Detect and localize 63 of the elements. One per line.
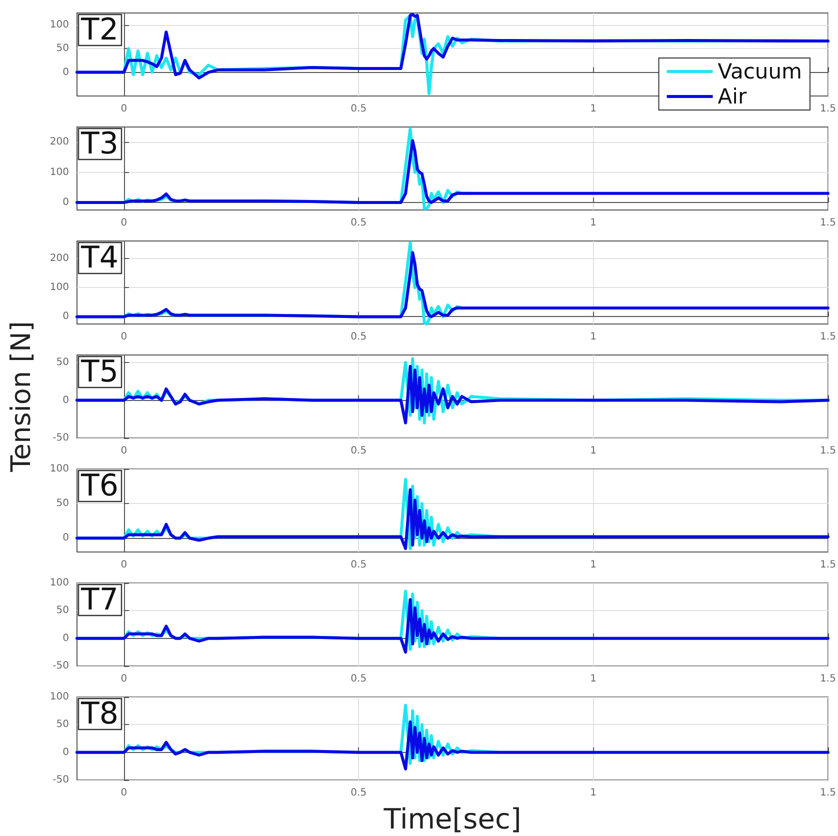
x-tick-label: 0 [120,674,128,684]
x-tick-label: 0.5 [350,218,367,228]
chart-title: T2 [80,12,118,48]
y-tick-label: 50 [56,605,69,616]
y-tick-label: -50 [52,774,69,786]
y-tick-label: 50 [56,498,69,510]
x-tick-label: 1.5 [820,332,836,342]
x-tick-label: 1 [590,332,596,342]
x-axis-title: Time[sec] [382,802,522,836]
y-tick-label: 100 [50,166,69,178]
x-tick-label: 0 [120,446,128,456]
y-tick-label: 100 [50,692,69,702]
x-tick-label: 0 [120,332,128,342]
legend-label: Vacuum [718,60,802,84]
y-tick-label: 50 [56,357,69,368]
x-tick-label: 0.5 [350,674,367,684]
y-tick-label: -50 [52,660,69,672]
x-tick-label: 1.5 [820,560,836,570]
x-tick-label: 0 [120,788,128,798]
x-tick-label: 1.5 [820,788,836,798]
chart-title: T3 [80,126,118,162]
x-tick-label: 0 [120,218,128,228]
x-tick-label: 1 [590,674,596,684]
chart-title: T4 [80,240,118,276]
y-tick-label: 100 [50,19,69,30]
x-tick-label: 1 [590,218,596,228]
y-tick-label: 50 [56,719,69,730]
x-tick-label: 1 [590,560,596,570]
y-tick-label: 0 [62,746,69,758]
x-tick-label: 1 [590,104,596,114]
y-tick-label: 0 [62,196,69,208]
x-tick-label: 0 [120,104,128,114]
x-tick-label: 1.5 [820,446,836,456]
y-tick-label: 100 [50,464,69,474]
x-tick-label: 1.5 [820,674,836,684]
y-tick-label: 50 [56,43,69,54]
x-tick-label: 0.5 [350,560,367,570]
x-tick-label: 0.5 [350,104,367,114]
x-tick-label: 1 [590,788,596,798]
y-tick-label: 200 [50,136,69,148]
chart-title: T5 [80,354,118,390]
chart-title: T8 [80,696,118,732]
y-axis-title: Tension [N] [6,321,37,473]
y-tick-label: 0 [62,394,69,406]
chart-title: T6 [80,468,118,504]
y-tick-label: 0 [62,311,69,322]
x-tick-label: 0.5 [350,446,367,456]
x-tick-label: 1 [590,446,596,456]
y-tick-label: 100 [50,282,69,294]
y-tick-label: 0 [62,632,69,644]
y-tick-label: 0 [62,532,69,544]
y-tick-label: -50 [52,432,69,444]
legend-label: Air [718,84,747,108]
x-tick-label: 0.5 [350,332,367,342]
x-tick-label: 1.5 [820,218,836,228]
line-series [76,12,830,80]
y-tick-label: 200 [50,252,69,264]
x-tick-label: 0.5 [350,788,367,798]
y-tick-label: 100 [50,578,69,588]
chart-title: T7 [80,582,118,618]
y-tick-label: 0 [62,66,69,78]
x-tick-label: 0 [120,560,128,570]
x-tick-label: 1.5 [820,104,836,114]
